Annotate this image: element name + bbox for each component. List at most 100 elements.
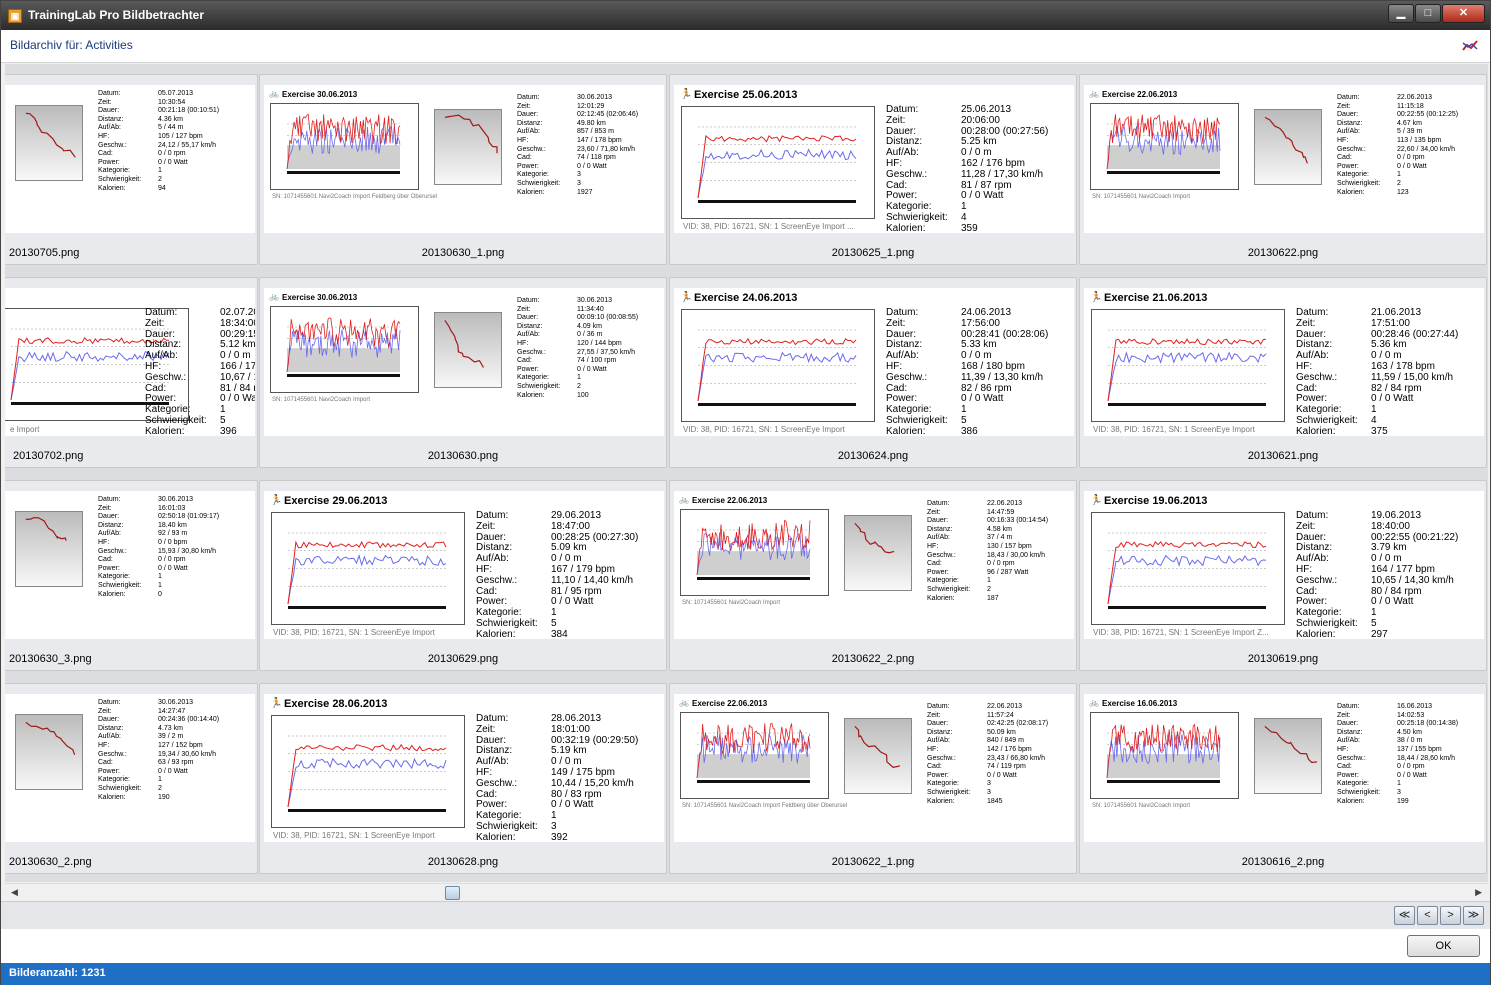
info-label: Power: (1296, 596, 1328, 608)
scroll-thumb[interactable] (445, 886, 460, 900)
info-value: 120 / 144 bpm (577, 340, 622, 347)
image-filename: 20130621.png (1247, 450, 1319, 462)
info-value: 2 (1397, 180, 1401, 187)
image-footer: VID: 38, PID: 16721, SN: 1 ScreenEye Imp… (273, 628, 435, 637)
info-value: 18,44 / 28,60 km/h (1397, 754, 1455, 762)
info-label: Datum: (1337, 703, 1360, 710)
gps-track-path (25, 517, 67, 541)
image-thumbnail-card[interactable]: 🚲 Exercise 16.06.2013 SN: 1071455601 Navi2… (1079, 683, 1487, 874)
info-value: 167 / 179 bpm (551, 564, 615, 575)
info-value: 00:22:55 (00:12:25) (1397, 111, 1459, 119)
info-value: 137 / 155 bpm (1397, 746, 1442, 753)
info-value: 22.06.2013 (1397, 94, 1433, 101)
info-value: 30.06.2013 (577, 94, 613, 101)
ok-button[interactable]: OK (1407, 935, 1480, 957)
info-label: Geschw.: (1296, 574, 1338, 586)
image-thumbnail-card[interactable]: 🏃 Exercise 21.06.2013 VID: 38, PID: 16721,… (1079, 277, 1487, 468)
image-thumbnail-card[interactable]: 🚲 Exercise 30.06.2013 SN: 1071455601 Navi2… (259, 74, 667, 265)
info-label: Zeit: (1296, 520, 1316, 532)
image-thumbnail-card[interactable]: 🚲 Exercise 22.06.2013 SN: 1071455601 Navi2… (669, 480, 1077, 671)
exercise-title: Exercise 25.06.2013 (694, 89, 798, 101)
image-filename: 20130630_1.png (421, 247, 505, 259)
image-filename: 20130629.png (427, 653, 499, 665)
thumbnail-image: Datum: 30.06.2013 Zeit: 16:01:03 Dauer: 02:50… (5, 491, 255, 639)
info-label: Distanz: (98, 521, 124, 529)
image-thumbnail-card[interactable]: 🏃 Exercise 25.06.2013 VID: 38, PID: 16721,… (669, 74, 1077, 265)
info-label: HF: (1337, 746, 1349, 753)
info-value: 10,65 / 14,30 km/h (1371, 574, 1454, 586)
minimize-button[interactable]: ▁ (1388, 4, 1414, 23)
info-label: Datum: (517, 297, 540, 304)
info-value: 4.50 km (1397, 728, 1422, 736)
thumbnail-image: 🏃 Exercise 25.06.2013 VID: 38, PID: 16721,… (674, 85, 1074, 233)
info-value: 12:01:29 (577, 102, 605, 110)
info-label: Kalorien: (927, 594, 955, 602)
info-label: Dauer: (1337, 720, 1359, 728)
image-thumbnail-card[interactable]: 🏃 Exercise 24.06.2013 VID: 38, PID: 16721,… (669, 277, 1077, 468)
info-label: Kategorie: (886, 201, 932, 213)
info-value: 4 (1371, 415, 1377, 426)
runner-icon: 🏃 (1090, 495, 1103, 506)
info-value: 1 (158, 776, 162, 784)
prev-page-button[interactable]: < (1417, 906, 1438, 925)
info-label: Schwierigkeit: (517, 383, 561, 390)
image-thumbnail-card[interactable]: Datum: 30.06.2013 Zeit: 16:01:03 Dauer: 02:50… (5, 480, 258, 671)
first-page-button[interactable]: ≪ (1394, 906, 1415, 925)
info-value: 81 / 84 rpm (220, 382, 255, 394)
info-value: 74 / 118 rpm (577, 154, 616, 162)
image-thumbnail-card[interactable]: 🏃 Exercise 28.06.2013 VID: 38, PID: 16721,… (259, 683, 667, 874)
info-value: 0 / 36 m (577, 331, 603, 339)
image-thumbnail-card[interactable]: e Import Datum: 02.07.2013 Zeit: 18:34:00 Dau… (5, 277, 258, 468)
info-label: Datum: (1337, 94, 1360, 101)
image-footer: e Import (10, 425, 40, 434)
image-thumbnail-card[interactable]: 🏃 Exercise 29.06.2013 VID: 38, PID: 16721,… (259, 480, 667, 671)
info-value: 30.06.2013 (158, 496, 194, 503)
info-value: 2 (987, 586, 991, 593)
info-label: Geschw.: (476, 574, 518, 586)
close-button[interactable]: ✕ (1442, 4, 1485, 23)
image-thumbnail-card[interactable]: 🚲 Exercise 30.06.2013 SN: 1071455601 Navi2… (259, 277, 667, 468)
info-value: 1 (158, 573, 162, 581)
info-value: 22.06.2013 (987, 703, 1023, 710)
info-value: 386 (961, 425, 978, 436)
info-label: Auf/Ab: (517, 331, 540, 339)
activity-chart (1091, 309, 1285, 422)
bike-icon: 🚲 (1089, 89, 1099, 98)
maximize-button[interactable]: □ (1415, 4, 1441, 23)
image-thumbnail-card[interactable]: 🚲 Exercise 22.06.2013 SN: 1071455601 Navi2… (669, 683, 1077, 874)
activity-chart-plot (286, 113, 401, 174)
info-value: 0 / 0 m (220, 350, 251, 362)
info-label: Datum: (886, 104, 919, 115)
info-value: 2 (577, 383, 581, 390)
info-value: 21.06.2013 (1371, 307, 1422, 318)
image-count: Bilderanzahl: 1231 (9, 967, 106, 979)
bike-icon: 🚲 (679, 698, 689, 707)
scroll-left-icon[interactable]: ◀ (11, 887, 18, 897)
scroll-right-icon[interactable]: ▶ (1475, 887, 1482, 897)
chart-settings-icon[interactable] (1462, 39, 1478, 53)
gps-track-path (25, 112, 76, 158)
info-label: HF: (517, 137, 529, 144)
info-value: 0 / 0 Watt (220, 393, 255, 405)
info-label: Auf/Ab: (927, 737, 950, 745)
image-thumbnail-card[interactable]: Datum: 30.06.2013 Zeit: 14:27:47 Dauer: 00:24… (5, 683, 258, 874)
horizontal-scrollbar[interactable]: ◀ ▶ (5, 883, 1488, 901)
image-thumbnail-card[interactable]: 🏃 Exercise 19.06.2013 VID: 38, PID: 16721,… (1079, 480, 1487, 671)
info-value: 3 (1397, 789, 1401, 796)
info-label: HF: (927, 746, 939, 753)
image-filename: 20130628.png (427, 856, 499, 868)
thumbnail-image: 🏃 Exercise 29.06.2013 VID: 38, PID: 16721,… (264, 491, 664, 639)
last-page-button[interactable]: ≫ (1463, 906, 1484, 925)
image-thumbnail-card[interactable]: 🚲 Exercise 22.06.2013 SN: 1071455601 Navi2… (1079, 74, 1487, 265)
next-page-button[interactable]: > (1440, 906, 1461, 925)
info-label: Cad: (886, 179, 908, 191)
image-filename: 20130616_2.png (1241, 856, 1325, 868)
info-label: Power: (1337, 771, 1359, 779)
info-label: Geschw.: (98, 750, 127, 758)
info-value: 1 (1397, 171, 1401, 179)
image-thumbnail-card[interactable]: Datum: 05.07.2013 Zeit: 10:30:54 Dauer: 00:21… (5, 74, 258, 265)
thumbnail-image: 🚲 Exercise 22.06.2013 SN: 1071455601 Navi2… (1084, 85, 1484, 233)
exercise-title: Exercise 30.06.2013 (282, 90, 358, 99)
thumbnail-image: 🏃 Exercise 21.06.2013 VID: 38, PID: 16721,… (1084, 288, 1484, 436)
info-value: 5 / 44 m (158, 124, 184, 132)
